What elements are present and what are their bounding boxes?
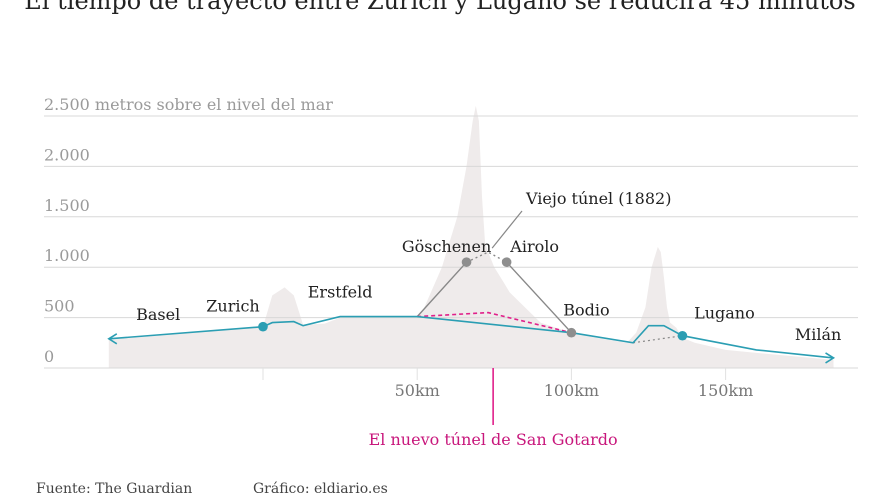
terrain-area — [108, 105, 834, 369]
y-tick-label-2000: 2.000 — [44, 145, 90, 164]
y-tick-label-1500: 1.500 — [44, 196, 90, 215]
source-note: Fuente: The Guardian — [36, 481, 193, 497]
old-tunnel-label: Viejo túnel (1882) — [525, 189, 671, 208]
old-tunnel-callout-line — [491, 210, 523, 249]
y-tick-label-1000: 1.000 — [44, 246, 90, 265]
new-tunnel-label: El nuevo túnel de San Gotardo — [369, 430, 618, 449]
station-label-erstfeld: Erstfeld — [308, 283, 373, 302]
station-marker-lugano — [677, 330, 688, 341]
station-marker-airolo — [501, 257, 512, 267]
y-tick-label-2500: 2.500 metros sobre el nivel del mar — [44, 95, 333, 114]
x-tick-label-100: 100km — [544, 381, 599, 400]
credit-note: Gráfico: eldiario.es — [253, 481, 388, 497]
station-label-airolo: Airolo — [509, 237, 559, 256]
y-tick-label-500: 500 — [44, 297, 75, 316]
chart-title: El tiempo de trayecto entre Zurich y Lug… — [24, 0, 856, 15]
x-tick-label-150: 150km — [698, 381, 753, 400]
station-marker-goschenen — [461, 257, 472, 267]
route-arrow-start — [107, 333, 118, 345]
station-label-lugano: Lugano — [694, 304, 755, 323]
station-label-zurich: Zurich — [206, 297, 259, 316]
station-marker-bodio — [566, 327, 577, 338]
old-route-ascent — [416, 261, 468, 318]
station-marker-zurich — [258, 321, 268, 332]
station-label-bodio: Bodio — [563, 301, 609, 320]
route-arrow-end — [825, 352, 836, 364]
y-tick-label-0: 0 — [44, 347, 54, 366]
new-tunnel-line — [417, 311, 572, 334]
station-label-goschenen: Göschenen — [402, 237, 491, 256]
lugano-bypass-line — [633, 335, 683, 344]
old-route-descent — [506, 261, 572, 334]
station-label-milan: Milán — [795, 325, 841, 344]
x-tick-label-50: 50km — [395, 381, 440, 400]
station-label-basel: Basel — [136, 305, 180, 324]
